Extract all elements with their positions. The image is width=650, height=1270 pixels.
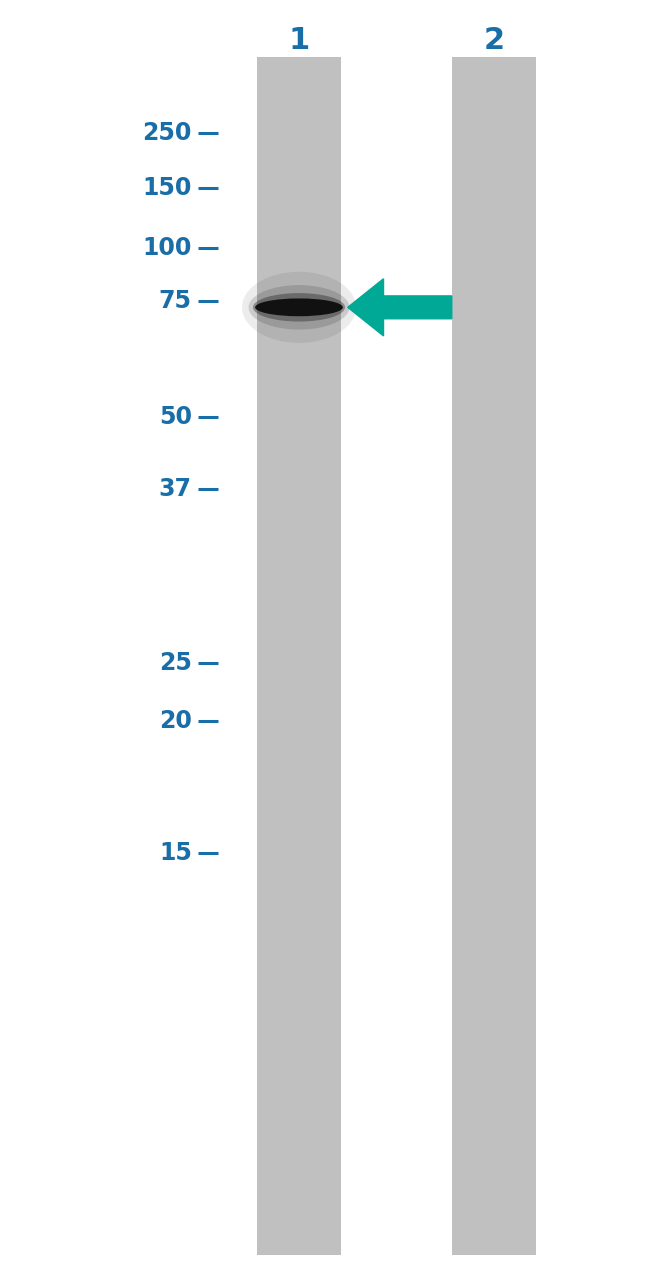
Text: 37: 37 — [159, 478, 192, 500]
Text: 25: 25 — [159, 652, 192, 674]
Ellipse shape — [248, 286, 350, 330]
FancyArrow shape — [348, 279, 452, 335]
Text: 20: 20 — [159, 710, 192, 733]
Text: 50: 50 — [159, 405, 192, 428]
Bar — [452, 57, 536, 1255]
Text: 1: 1 — [289, 27, 309, 55]
Text: 75: 75 — [159, 290, 192, 312]
Text: 150: 150 — [142, 177, 192, 199]
Ellipse shape — [242, 272, 356, 343]
Bar — [257, 57, 341, 1255]
Text: 15: 15 — [159, 842, 192, 865]
Text: 100: 100 — [142, 236, 192, 259]
Ellipse shape — [255, 298, 343, 316]
Ellipse shape — [253, 293, 345, 321]
Text: 250: 250 — [142, 122, 192, 145]
Text: 2: 2 — [484, 27, 504, 55]
